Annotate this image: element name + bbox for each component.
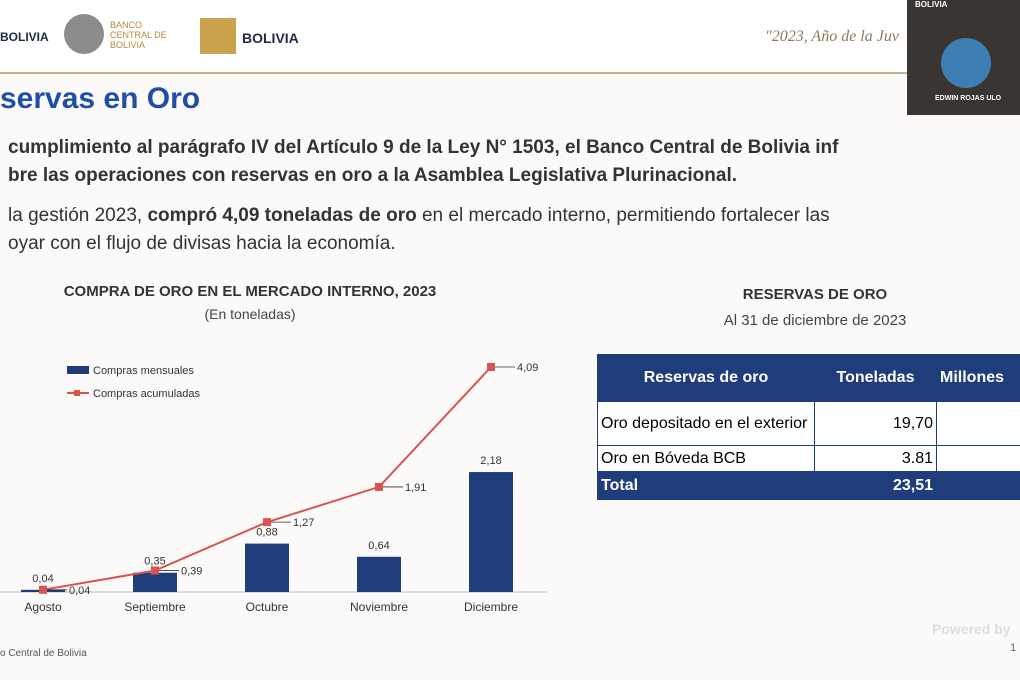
marker (151, 566, 159, 575)
data-label: 0,35 (144, 556, 165, 568)
logo-text: BOLIVIA (0, 30, 49, 44)
bar (245, 543, 289, 592)
text-line: bre las operaciones con reservas en oro … (8, 165, 737, 186)
bank-name: BANCO CENTRAL DE BOLIVIA (110, 20, 167, 50)
chart-title: COMPRA DE ORO EN EL MERCADO INTERNO, 202… (64, 283, 437, 300)
x-tick-label: Agosto (24, 600, 62, 614)
logo (200, 18, 236, 54)
cell (936, 401, 1020, 446)
x-tick-label: Noviembre (350, 600, 408, 614)
bar (469, 472, 513, 592)
bar (133, 572, 177, 592)
paragraph: cumplimiento al parágrafo IV del Artícul… (8, 134, 838, 190)
cell (936, 471, 1020, 500)
cell: 3.81 (814, 445, 937, 472)
table-subtitle: Al 31 de diciembre de 2023 (723, 312, 907, 329)
logo-text: BOLIVIA (242, 30, 299, 46)
legend-label: Compras mensuales (93, 365, 194, 377)
page-number: 1 (1010, 642, 1017, 654)
data-label: 1,27 (293, 517, 314, 529)
legend-swatch (74, 390, 80, 396)
paragraph: la gestión 2023, compró 4,09 toneladas d… (8, 202, 830, 258)
motto: "2023, Año de la Juv (765, 28, 899, 45)
table-title: RESERVAS DE ORO (742, 286, 888, 303)
data-label: 0,39 (181, 566, 202, 578)
text-bold: compró 4,09 toneladas de oro (147, 205, 417, 226)
video-badge: BOLIVIA (915, 0, 948, 9)
legend-swatch (67, 366, 89, 374)
text-line: cumplimiento al parágrafo IV del Artícul… (8, 137, 839, 158)
powered-by: Powered by (932, 621, 1011, 637)
table: Reservas de oro Toneladas Millones Oro d… (597, 354, 1020, 500)
header-cell: Millones (936, 354, 1020, 402)
legend-label: Compras acumuladas (93, 388, 200, 400)
table-row: Oro en Bóveda BCB 3.81 (597, 445, 1020, 472)
header-cell: Reservas de oro (597, 354, 815, 402)
data-label: 0,04 (32, 573, 53, 585)
cell: Oro en Bóveda BCB (597, 445, 815, 472)
table-header: Reservas de oro Toneladas Millones (597, 354, 1020, 402)
chart-subtitle: (En toneladas) (204, 306, 295, 322)
cell: 23,51 (814, 471, 937, 500)
data-label: 0,64 (368, 540, 389, 552)
data-label: 4,09 (517, 362, 538, 374)
x-tick-label: Diciembre (464, 600, 518, 614)
data-label: 0,88 (256, 527, 277, 539)
table-total: Total 23,51 (597, 471, 1020, 500)
logo (64, 14, 104, 54)
text: en el mercado interno, permitiendo forta… (416, 205, 830, 226)
x-tick-label: Septiembre (124, 600, 186, 614)
text: la gestión 2023, (8, 205, 148, 226)
text-line: la gestión 2023, compró 4,09 toneladas d… (8, 202, 830, 230)
x-tick-label: Octubre (246, 600, 289, 614)
data-label: 0,04 (69, 585, 90, 597)
cell: Oro depositado en el exterior (597, 401, 815, 446)
marker (375, 482, 383, 491)
table-row: Oro depositado en el exterior 19,70 (597, 401, 1020, 446)
cell: Total (597, 471, 815, 500)
video-tile: BOLIVIA EDWIN ROJAS ULO (907, 0, 1020, 115)
participant-name: EDWIN ROJAS ULO (935, 95, 1002, 102)
marker (487, 363, 495, 371)
header-bar (0, 0, 1020, 74)
marker (263, 518, 271, 527)
marker (39, 585, 47, 594)
text-line: oyar con el flujo de divisas hacia la ec… (8, 233, 396, 254)
cell: 19,70 (814, 401, 937, 446)
data-label: 2,18 (480, 455, 501, 467)
header-cell: Toneladas (814, 354, 937, 402)
slide-title: servas en Oro (0, 82, 201, 115)
emblem (941, 38, 991, 88)
bar (357, 556, 401, 592)
data-label: 1,91 (405, 482, 426, 494)
cell (936, 445, 1020, 472)
source: o Central de Bolivia (0, 648, 87, 659)
